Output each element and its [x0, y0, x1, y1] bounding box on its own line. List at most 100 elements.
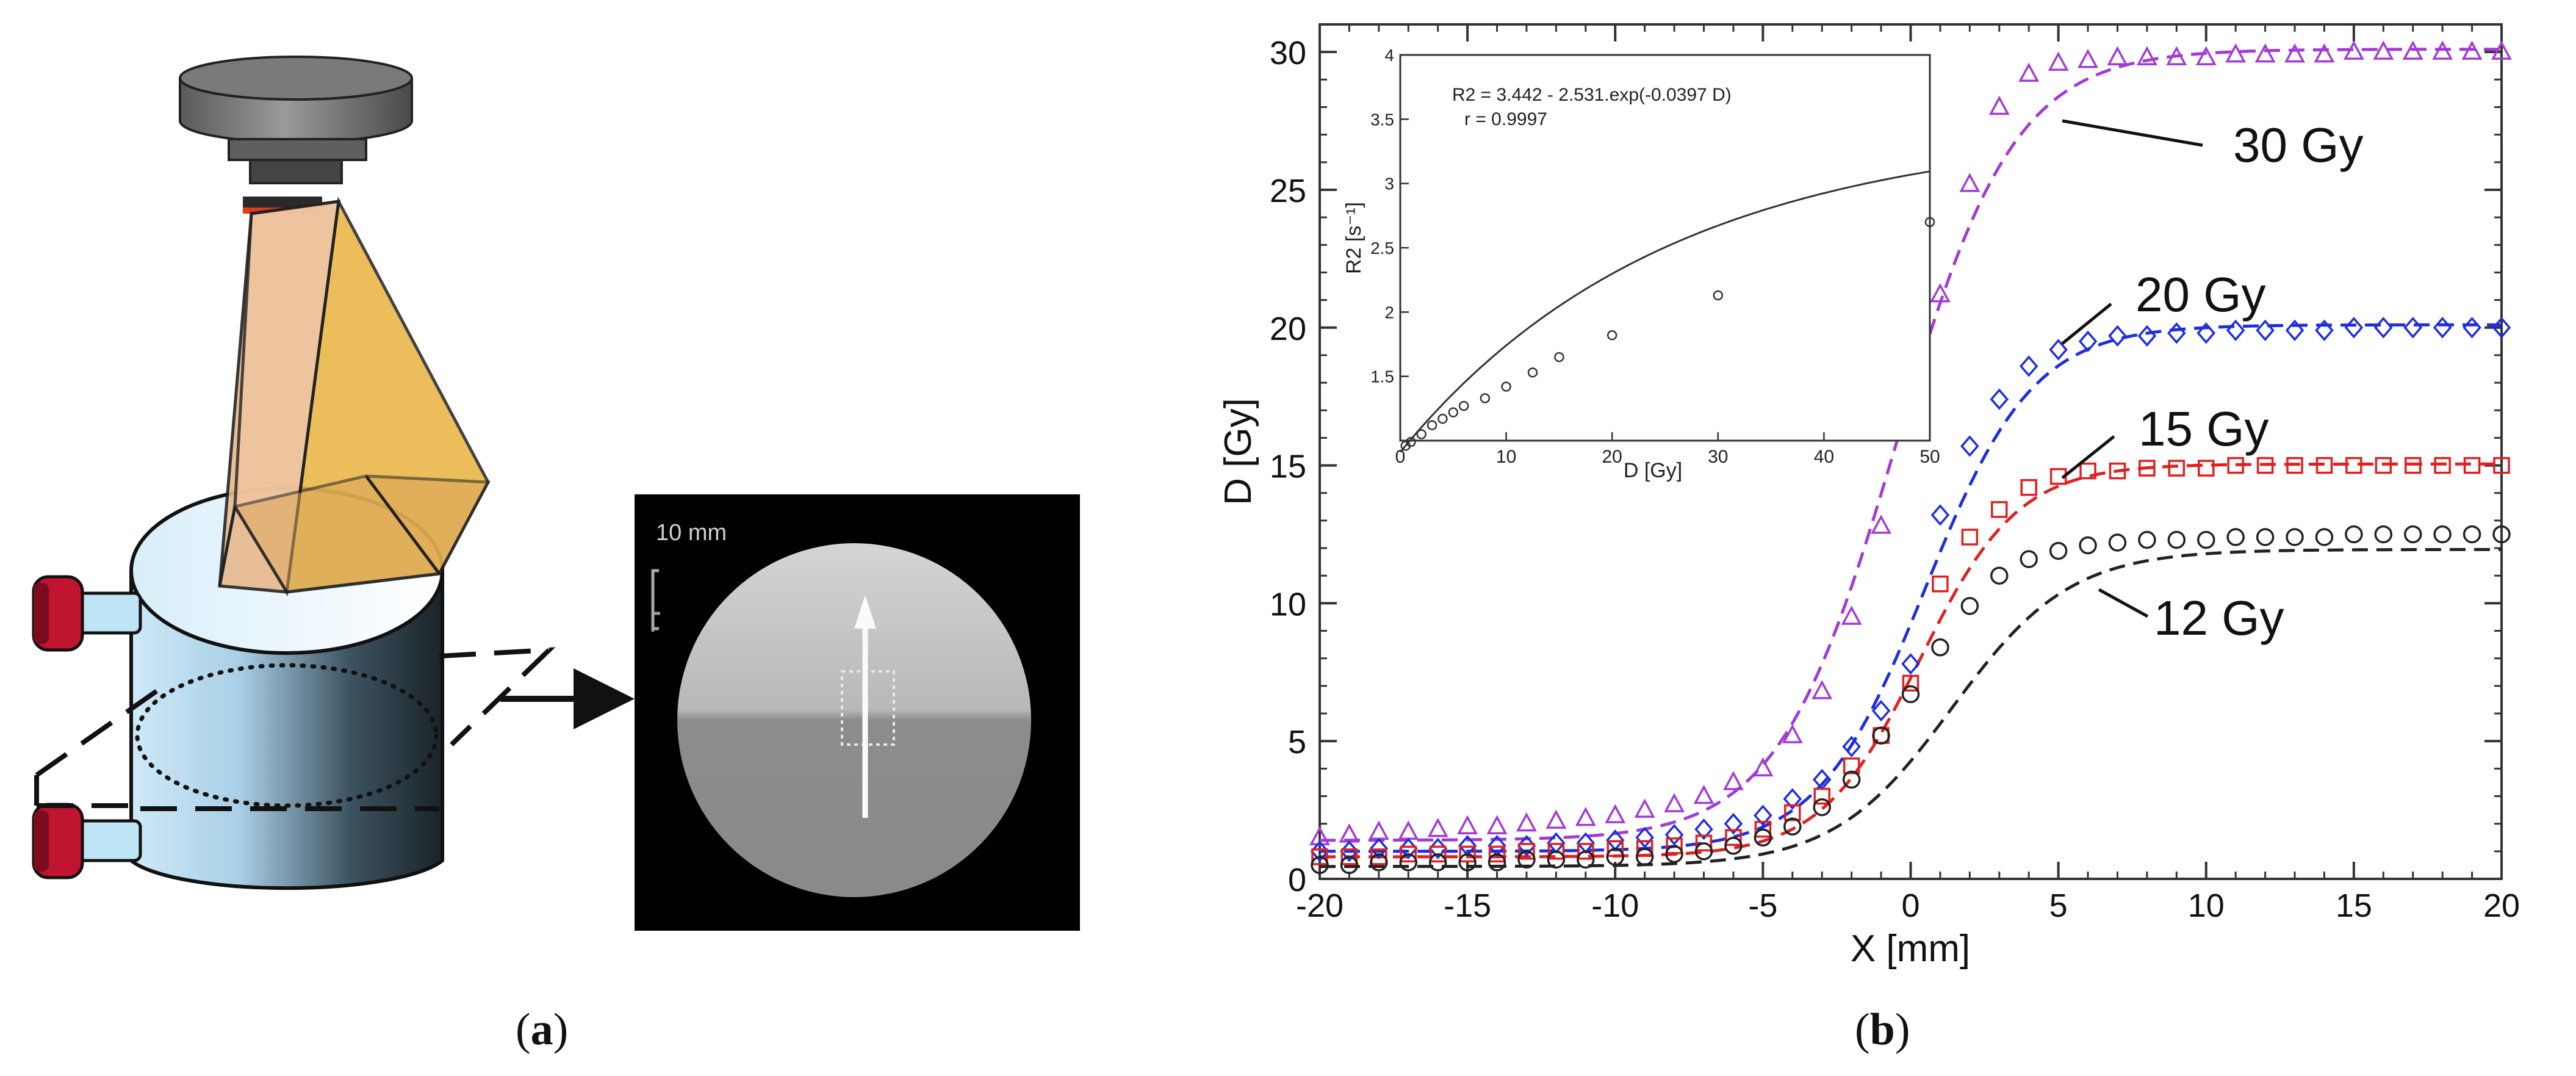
data-point-20-gy [1901, 653, 1920, 675]
data-point-15-gy [1606, 840, 1624, 858]
data-point-15-gy [2139, 460, 2156, 477]
data-point-15-gy [1695, 834, 1713, 852]
data-point-30-gy [1841, 605, 1862, 625]
data-point-20-gy [1930, 504, 1950, 526]
x-tick-label: -15 [1444, 887, 1491, 924]
data-point-12-gy [1311, 856, 1329, 875]
data-point-15-gy [1961, 529, 1979, 546]
inlet-port-icon [32, 575, 142, 652]
inset-data-point [1427, 420, 1437, 430]
label-leader-line [2062, 119, 2203, 147]
caption-b: (b) [1855, 1005, 1910, 1055]
data-point-20-gy [2108, 325, 2127, 347]
data-point-30-gy [2078, 49, 2098, 68]
data-point-30-gy [2107, 46, 2128, 65]
data-point-30-gy [1516, 812, 1537, 832]
data-point-30-gy [1959, 173, 1981, 192]
data-point-30-gy [1545, 809, 1567, 829]
data-point-12-gy [2197, 530, 2215, 549]
data-point-15-gy [2256, 457, 2274, 474]
data-point-15-gy [2315, 457, 2333, 474]
data-point-20-gy [1340, 840, 1359, 862]
inset-data-point [1713, 290, 1724, 301]
data-point-30-gy [2461, 40, 2483, 60]
data-point-15-gy [1488, 845, 1506, 863]
data-point-20-gy [1635, 826, 1654, 848]
data-point-12-gy [1488, 853, 1506, 872]
data-point-20-gy [2078, 330, 2098, 353]
inset-x-tick-label: 40 [1814, 447, 1834, 467]
data-point-30-gy [2166, 46, 2187, 65]
data-point-20-gy [1842, 735, 1861, 757]
data-point-12-gy [2226, 528, 2245, 546]
data-point-20-gy [2403, 317, 2423, 339]
inset-data-point [1416, 429, 1427, 439]
inset-data-point [1458, 400, 1469, 411]
inset-data-point [1554, 352, 1564, 363]
data-point-15-gy [2404, 457, 2422, 474]
series-label: 12 Gy [2154, 591, 2284, 645]
y-tick-label: 25 [1270, 173, 1306, 209]
y-tick-label: 0 [1288, 862, 1306, 898]
inset-data-point [1448, 407, 1459, 417]
data-point-15-gy [1991, 501, 2008, 518]
data-point-12-gy [2049, 541, 2068, 560]
y-tick-label: 30 [1270, 35, 1306, 71]
panel-a: 10 mm (a) [0, 0, 1196, 1073]
data-point-30-gy [1575, 806, 1596, 826]
data-point-15-gy [1370, 848, 1387, 865]
data-point-20-gy [1990, 388, 2009, 410]
inset-data-point [1924, 217, 1935, 228]
data-point-15-gy [1636, 840, 1653, 858]
label-leader-line [2098, 588, 2149, 618]
data-point-12-gy [1547, 850, 1566, 869]
inset-x-tick-label: 50 [1919, 447, 1940, 467]
data-point-20-gy [2463, 317, 2481, 339]
data-point-12-gy [1990, 566, 2009, 585]
data-point-15-gy [2434, 457, 2451, 474]
data-point-30-gy [1988, 95, 2010, 115]
data-point-15-gy [1429, 845, 1447, 863]
x-tick-label: 0 [1901, 887, 1919, 924]
fit-line-20-gy [1320, 323, 2502, 853]
data-point-20-gy [1664, 824, 1684, 846]
data-point-15-gy [2168, 460, 2186, 477]
data-point-20-gy [1310, 840, 1329, 862]
x-tick-label: 15 [2336, 887, 2372, 924]
inset-data-point [1406, 436, 1416, 447]
data-point-12-gy [2315, 528, 2334, 546]
data-point-12-gy [1399, 853, 1418, 872]
fit-line-12-gy [1320, 547, 2502, 868]
y-tick-label: 15 [1270, 449, 1306, 485]
data-point-12-gy [2020, 550, 2038, 568]
inset-title: R2 = 3.442 - 2.531.exp(-0.0397 D) [1452, 85, 1732, 105]
data-point-20-gy [2433, 317, 2452, 339]
data-point-20-gy [2373, 317, 2393, 339]
x-tick-label: 5 [2049, 887, 2068, 924]
data-point-30-gy [1457, 815, 1478, 834]
y-tick-label: 5 [1288, 724, 1306, 760]
inset-data-point [1437, 413, 1448, 424]
panel-b: -20 -15 -10 -5 0 5 10 15 20 0 5 10 15 20 25 30 30 Gy 20 … [1196, 0, 2576, 1073]
data-point-20-gy [2226, 319, 2245, 341]
inset-x-axis-label: D [Gy] [1624, 459, 1682, 482]
data-point-30-gy [1871, 515, 1891, 534]
data-point-15-gy [1843, 757, 1860, 775]
imaging-plane [34, 647, 556, 811]
data-point-30-gy [1811, 680, 1833, 699]
y-tick-label: 10 [1270, 586, 1306, 623]
outlet-port-icon [32, 803, 142, 879]
data-point-12-gy [1340, 856, 1359, 875]
data-point-20-gy [2196, 322, 2216, 344]
data-point-12-gy [1872, 726, 1890, 745]
inset-x-tick-label: 0 [1395, 447, 1406, 467]
data-point-15-gy [2493, 457, 2510, 474]
data-point-30-gy [1309, 826, 1330, 846]
data-point-20-gy [1398, 837, 1418, 859]
data-point-15-gy [2079, 462, 2096, 480]
y-axis-label: D [Gy] [1217, 398, 1259, 505]
data-point-12-gy [2256, 528, 2275, 546]
data-point-20-gy [2019, 355, 2038, 377]
inset-x-tick-label: 30 [1708, 447, 1728, 467]
